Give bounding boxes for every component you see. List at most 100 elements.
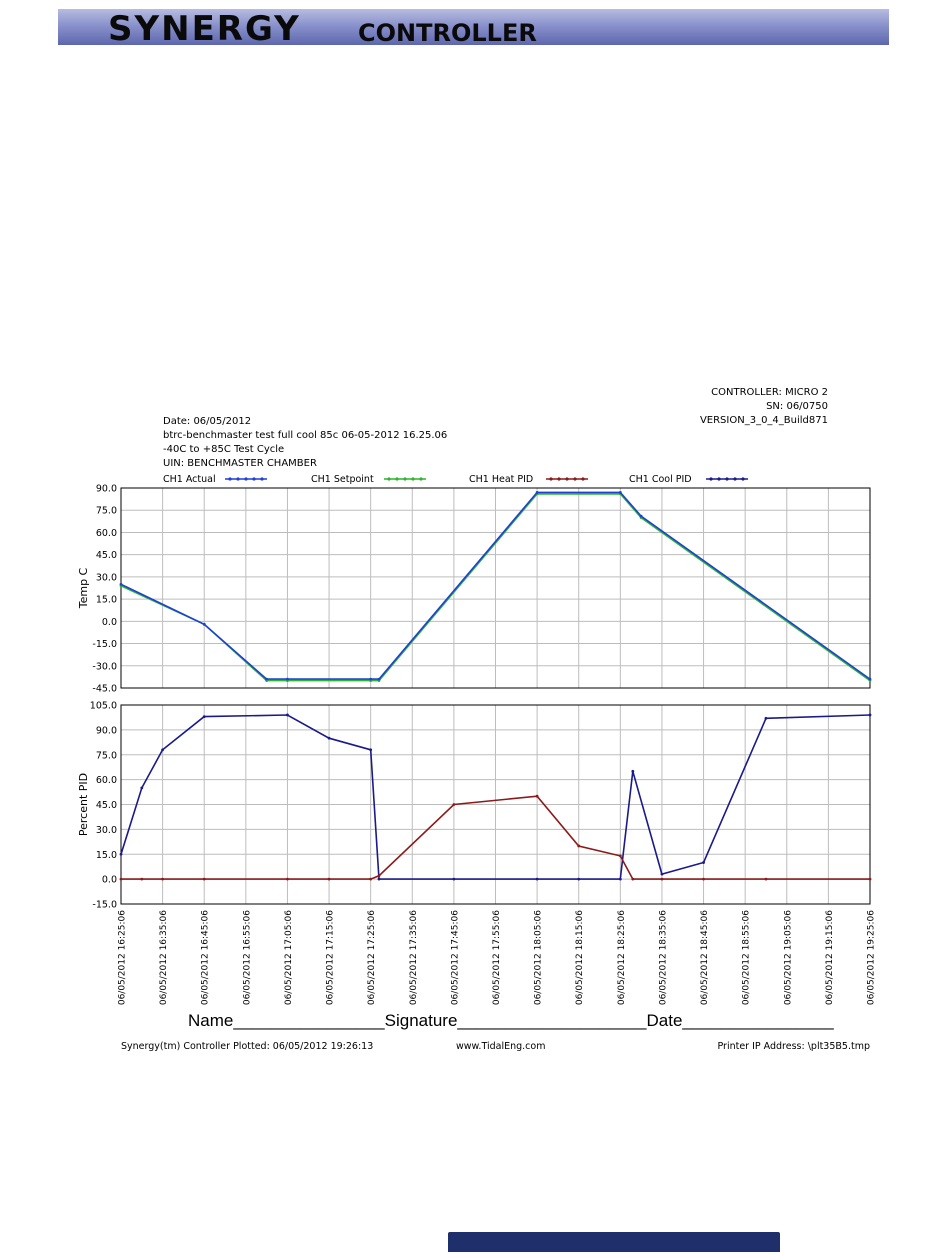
signature-line: Name________________Signature___________… [188, 1011, 834, 1030]
data-point [286, 677, 289, 681]
data-point [327, 736, 331, 740]
y-tick-label: 0.0 [102, 617, 117, 628]
x-tick-label: 06/05/2012 18:55:06 [742, 910, 752, 1005]
legend-swatch-marker [252, 477, 256, 481]
legend-swatch-marker [411, 477, 415, 481]
y-tick-label: 15.0 [96, 595, 117, 606]
data-point [631, 769, 635, 773]
legend-swatch-marker [725, 477, 729, 481]
y-tick-label: 75.0 [96, 750, 117, 761]
data-point [535, 794, 539, 798]
data-point [369, 877, 373, 881]
legend-swatch-marker [717, 477, 721, 481]
y-tick-label: -15.0 [92, 639, 117, 650]
x-tick-label: 06/05/2012 16:35:06 [159, 910, 169, 1005]
legend-swatch-marker [387, 477, 391, 481]
data-point [577, 877, 581, 881]
legend-swatch-marker [419, 477, 423, 481]
legend-swatch-marker [573, 477, 577, 481]
legend-swatch-marker [260, 477, 264, 481]
data-point [452, 803, 456, 806]
data-point [618, 854, 622, 858]
legend-swatch-marker [709, 477, 713, 481]
data-point [119, 877, 123, 881]
x-tick-label: 06/05/2012 17:25:06 [367, 910, 377, 1005]
data-point [202, 622, 206, 626]
data-point [631, 877, 635, 881]
data-point [868, 877, 872, 881]
data-point [140, 786, 144, 790]
brand-name: SYNERGY [108, 9, 301, 49]
data-point [702, 861, 705, 864]
y-axis-label: Percent PID [77, 773, 90, 836]
brand-subtitle: CONTROLLER [358, 19, 537, 47]
y-tick-label: 30.0 [96, 572, 117, 583]
x-tick-label: 06/05/2012 18:05:06 [534, 910, 544, 1005]
footer-website: www.TidalEng.com [456, 1041, 546, 1052]
data-point [764, 716, 768, 720]
legend-swatch-marker [403, 477, 407, 481]
x-tick-label: 06/05/2012 16:45:06 [201, 910, 211, 1005]
data-point [377, 874, 381, 878]
data-point [202, 877, 206, 881]
plot-frame [120, 487, 871, 689]
data-point [286, 713, 289, 717]
x-tick-label: 06/05/2012 19:05:06 [783, 910, 793, 1005]
x-tick-label: 06/05/2012 17:55:06 [492, 910, 502, 1005]
legend-swatch-marker [395, 477, 399, 481]
data-point [140, 877, 144, 881]
cycle-label: -40C to +85C Test Cycle [163, 444, 285, 455]
data-point [868, 713, 872, 717]
y-tick-label: -15.0 [92, 900, 117, 911]
y-tick-label: 0.0 [102, 875, 117, 886]
data-point [377, 877, 381, 881]
legend-heat-pid: CH1 Heat PID [469, 474, 534, 485]
data-point [764, 877, 768, 881]
data-point [369, 748, 373, 752]
legend-swatch-marker [565, 477, 569, 481]
legend-swatch-marker [549, 477, 553, 481]
data-point [327, 877, 331, 881]
data-point [161, 877, 165, 881]
x-tick-label: 06/05/2012 16:55:06 [242, 910, 252, 1005]
version-label: VERSION_3_0_4_Build871 [699, 415, 828, 426]
x-tick-label: 06/05/2012 18:35:06 [658, 910, 668, 1005]
controller-label: CONTROLLER: MICRO 2 [711, 387, 828, 398]
x-tick-label: 06/05/2012 18:25:06 [617, 910, 627, 1005]
y-tick-label: 30.0 [96, 825, 117, 836]
x-tick-label: 06/05/2012 16:25:06 [118, 910, 128, 1005]
y-tick-label: 75.0 [96, 506, 117, 517]
data-point [265, 677, 269, 681]
uin-label: UIN: BENCHMASTER CHAMBER [163, 458, 317, 469]
legend-swatch-marker [557, 477, 561, 481]
y-axis-label: Temp C [77, 567, 90, 609]
y-tick-label: 60.0 [96, 528, 117, 539]
legend-swatch-marker [581, 477, 585, 481]
data-point [119, 582, 123, 586]
y-tick-label: 60.0 [96, 775, 117, 786]
legend-setpoint: CH1 Setpoint [311, 474, 374, 485]
data-point [702, 877, 705, 881]
x-tick-label: 06/05/2012 18:15:06 [575, 910, 585, 1005]
data-point [119, 852, 123, 856]
x-tick-label: 06/05/2012 19:15:06 [825, 910, 835, 1005]
y-tick-label: -45.0 [92, 684, 117, 695]
y-tick-label: 90.0 [96, 725, 117, 736]
data-point [577, 844, 581, 848]
legend-swatch-marker [733, 477, 737, 481]
data-point [868, 677, 872, 681]
test-name: btrc-benchmaster test full cool 85c 06-0… [163, 430, 448, 441]
y-tick-label: 105.0 [90, 701, 117, 712]
data-point [535, 877, 539, 881]
y-tick-label: -30.0 [92, 661, 117, 672]
bottom-bar [448, 1232, 780, 1252]
legend-swatch-marker [741, 477, 745, 481]
data-point [660, 877, 664, 881]
data-point [535, 491, 539, 494]
data-point [369, 677, 373, 681]
data-point [202, 715, 206, 719]
header-banner: SYNERGY CONTROLLER [58, 9, 889, 49]
x-tick-label: 06/05/2012 19:25:06 [867, 910, 877, 1005]
footer-plotted: Synergy(tm) Controller Plotted: 06/05/20… [121, 1041, 374, 1052]
x-tick-label: 06/05/2012 17:15:06 [326, 910, 336, 1005]
